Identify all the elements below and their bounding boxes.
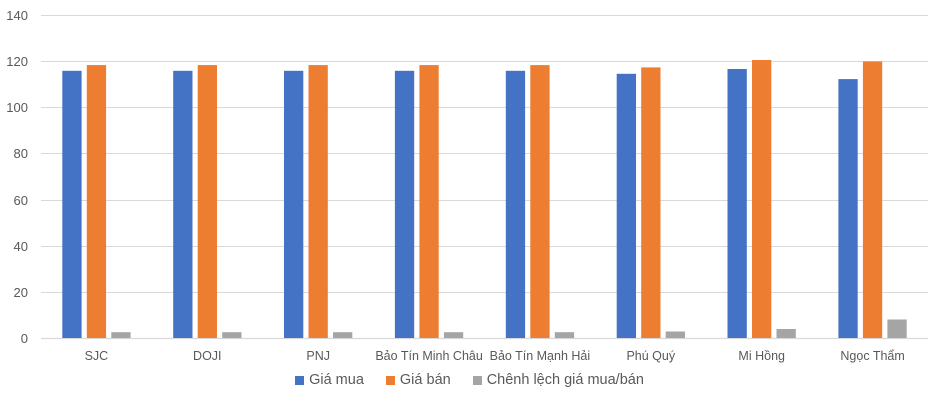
- bar-2-4: [554, 332, 575, 338]
- x-axis-labels: SJC DOJI PNJ Bảo Tín Minh Châu Bảo Tín Mạnh …: [85, 349, 905, 363]
- x-category-label: Phú Quý: [626, 349, 675, 363]
- x-category-label: Bảo Tín Mạnh Hải: [490, 349, 591, 363]
- y-tick-label: 100: [6, 100, 28, 115]
- x-category-label: DOJI: [193, 349, 221, 363]
- legend-item-gia-ban: Giá bán: [385, 372, 451, 388]
- legend-item-chenh-lech: Chênh lệch giá mua/bán: [472, 372, 644, 388]
- legend-swatch-chenh-lech: [472, 375, 482, 385]
- legend: Giá mua Giá bán Chênh lệch giá mua/bán: [0, 372, 939, 388]
- bar-2-0: [111, 332, 131, 338]
- legend-item-gia-mua: Giá mua: [295, 372, 364, 388]
- bar-0-1: [173, 70, 193, 339]
- x-category-label: SJC: [85, 349, 109, 363]
- bar-0-6: [727, 69, 747, 338]
- bar-0-7: [838, 79, 858, 338]
- legend-label-gia-ban: Giá bán: [399, 372, 451, 388]
- legend-label-gia-mua: Giá mua: [309, 372, 364, 388]
- bar-0-4: [505, 70, 526, 339]
- bar-2-5: [665, 331, 685, 338]
- bar-2-6: [776, 329, 796, 338]
- bar-0-3: [394, 70, 415, 339]
- legend-swatch-gia-ban: [385, 375, 395, 385]
- x-category-label: PNJ: [306, 349, 330, 363]
- y-tick-label: 0: [21, 331, 28, 346]
- x-category-label: Mi Hồng: [738, 349, 785, 363]
- x-category-label: Bảo Tín Minh Châu: [375, 349, 483, 363]
- y-tick-label: 120: [6, 54, 28, 69]
- bar-1-7: [862, 61, 883, 339]
- bar-2-7: [887, 319, 907, 338]
- bar-2-2: [333, 332, 353, 338]
- y-axis-ticks: 0 20 40 60 80 100 120 140: [6, 8, 28, 346]
- y-tick-label: 40: [14, 239, 28, 254]
- bar-0-2: [284, 70, 304, 339]
- bar-1-3: [419, 65, 439, 338]
- legend-swatch-gia-mua: [295, 375, 305, 385]
- bar-2-3: [443, 332, 464, 338]
- bar-1-4: [530, 65, 550, 338]
- bar-1-2: [308, 65, 328, 338]
- bar-1-1: [197, 65, 217, 338]
- bar-1-0: [86, 65, 107, 338]
- y-tick-label: 140: [6, 8, 28, 23]
- y-tick-label: 80: [14, 146, 28, 161]
- bar-2-1: [222, 332, 242, 338]
- x-category-label: Ngọc Thẩm: [840, 349, 904, 363]
- y-tick-label: 60: [14, 193, 28, 208]
- bar-0-0: [62, 70, 82, 339]
- bars: [62, 60, 907, 339]
- legend-label-chenh-lech: Chênh lệch giá mua/bán: [486, 372, 644, 388]
- bar-1-6: [752, 60, 772, 338]
- bar-1-5: [641, 67, 661, 339]
- y-tick-label: 20: [14, 285, 28, 300]
- bar-0-5: [616, 73, 636, 339]
